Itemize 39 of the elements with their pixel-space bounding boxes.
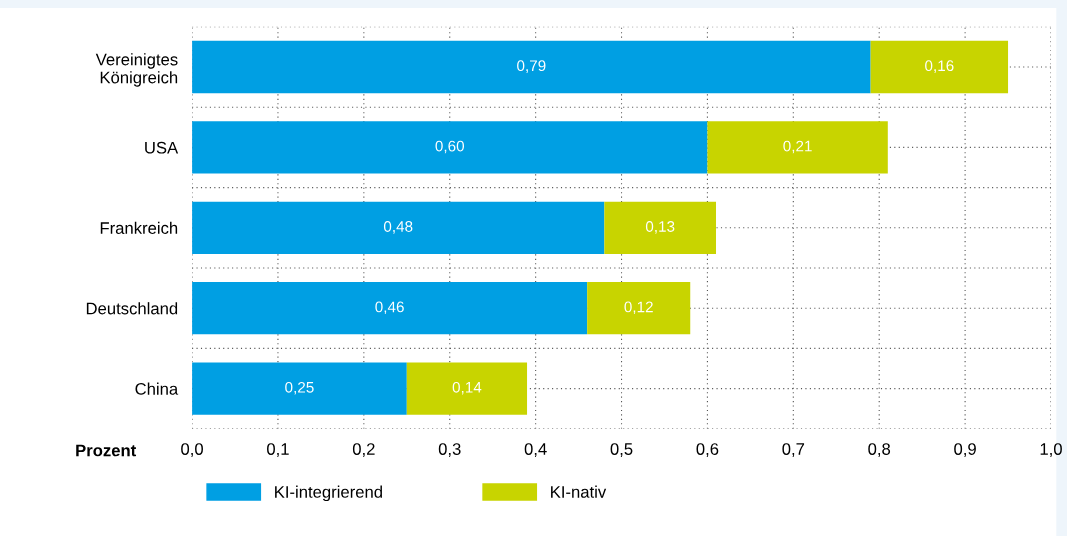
bar — [587, 282, 691, 335]
bar — [192, 362, 407, 415]
x-axis-title: Prozent — [76, 444, 137, 457]
bar — [192, 40, 871, 94]
y-tick-label: China — [135, 382, 179, 395]
legend-label: KI-nativ — [551, 485, 607, 498]
bar — [192, 201, 605, 254]
x-tick-label: 0,0 — [181, 443, 203, 457]
legend-label: KI-integrierend — [275, 485, 382, 502]
data-label: 0,46 — [375, 301, 404, 315]
bar — [192, 121, 708, 174]
data-label: 0,14 — [452, 381, 482, 395]
data-label: 0,16 — [925, 60, 954, 73]
data-label: 0,13 — [645, 221, 675, 234]
x-tick-label: 0,5 — [610, 443, 633, 457]
x-tick-label: 0,4 — [524, 443, 547, 457]
x-tick-label: 0,8 — [868, 443, 891, 457]
data-label: 0,21 — [783, 140, 812, 154]
bar — [707, 121, 888, 174]
bar — [192, 282, 588, 335]
data-label: 0,60 — [435, 140, 465, 154]
x-tick-label: 0,7 — [782, 443, 805, 457]
data-label: 0,48 — [383, 221, 413, 234]
bar — [406, 362, 528, 415]
bar — [604, 201, 717, 254]
x-tick-label: 0,9 — [954, 443, 976, 457]
y-tick-label: Vereinigtes Königreich — [95, 53, 178, 87]
x-tick-label: 0,1 — [267, 443, 289, 457]
bar — [870, 40, 1009, 94]
x-tick-label: 1,0 — [1040, 443, 1062, 457]
y-tick-label: Deutschland — [86, 302, 178, 315]
x-tick-label: 0,6 — [696, 443, 719, 457]
data-label: 0,12 — [624, 301, 653, 315]
y-tick-label: Frankreich — [100, 221, 178, 234]
data-label: 0,25 — [285, 381, 314, 395]
data-label: 0,79 — [517, 60, 546, 73]
x-tick-label: 0,2 — [352, 443, 375, 457]
y-tick-label: USA — [145, 141, 179, 154]
x-tick-label: 0,3 — [438, 443, 461, 457]
